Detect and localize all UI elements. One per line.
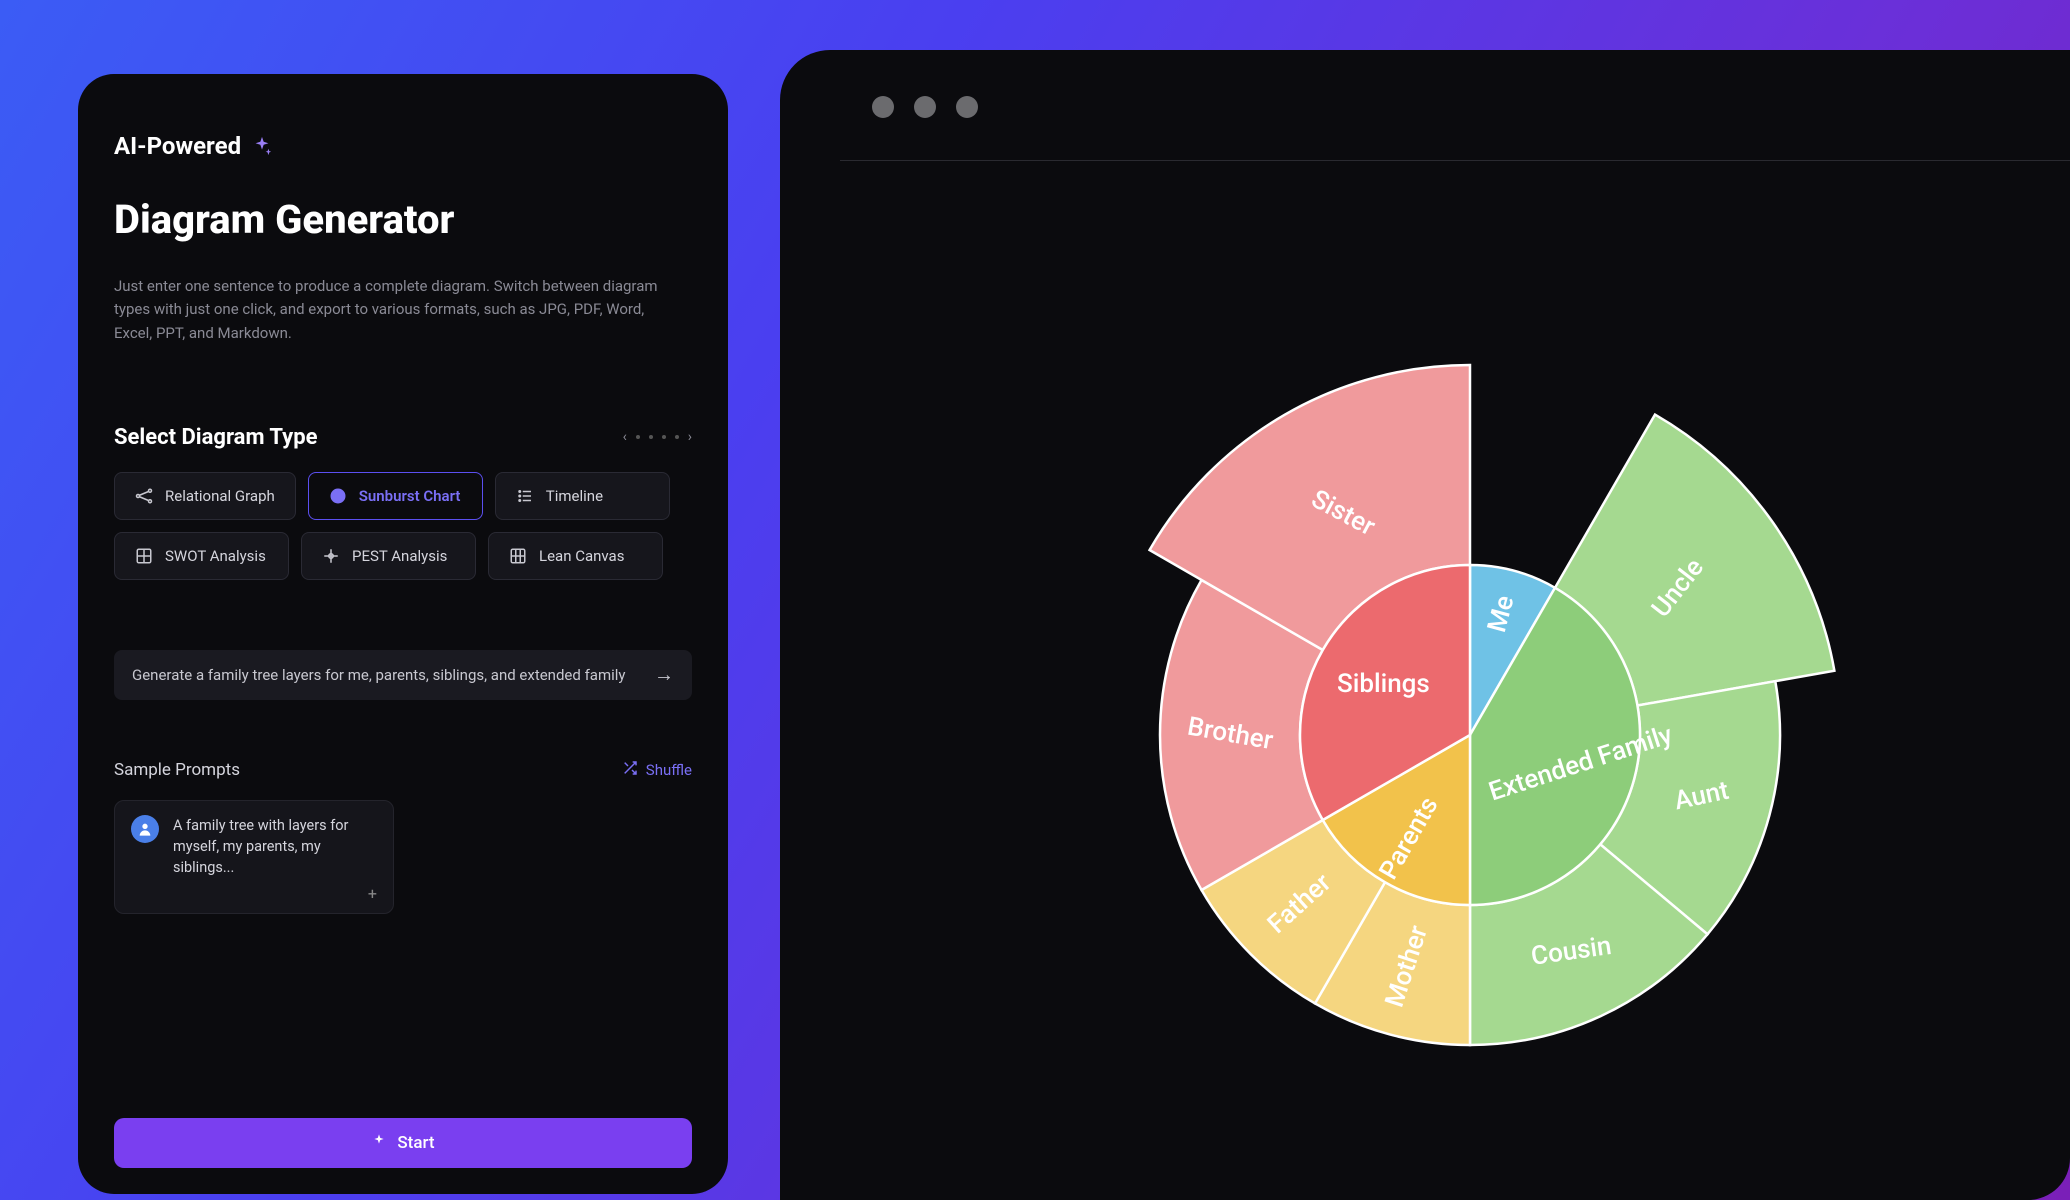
badge-text: AI-Powered xyxy=(114,132,241,160)
preview-panel: MeExtended FamilyParentsSiblingsUncleAun… xyxy=(780,50,2070,1200)
shuffle-label: Shuffle xyxy=(646,761,692,779)
sample-prompt-card[interactable]: A family tree with layers for myself, my… xyxy=(114,800,394,914)
start-button[interactable]: Start xyxy=(114,1118,692,1168)
pager-dots xyxy=(636,435,679,439)
sunburst-icon xyxy=(329,487,347,505)
sparkle-icon xyxy=(251,135,273,157)
chip-label: Sunburst Chart xyxy=(359,487,461,505)
product-badge: AI-Powered xyxy=(114,132,692,160)
diagram-type-relational[interactable]: Relational Graph xyxy=(114,472,296,520)
pager-prev-icon[interactable]: ‹ xyxy=(623,429,627,445)
timeline-icon xyxy=(516,487,534,505)
samples-header: Sample Prompts Shuffle xyxy=(114,760,692,780)
sunburst-chart: MeExtended FamilyParentsSiblingsUncleAun… xyxy=(1120,225,1820,925)
pager-dot[interactable] xyxy=(662,435,666,439)
diagram-type-timeline[interactable]: Timeline xyxy=(495,472,670,520)
chip-label: Timeline xyxy=(546,487,603,505)
pager-dot[interactable] xyxy=(649,435,653,439)
window-controls xyxy=(872,96,978,118)
window-dot-icon[interactable] xyxy=(872,96,894,118)
diagram-type-header: Select Diagram Type ‹ › xyxy=(114,425,692,450)
pager-dot[interactable] xyxy=(636,435,640,439)
add-sample-icon[interactable]: + xyxy=(131,884,377,903)
chip-label: SWOT Analysis xyxy=(165,547,266,565)
window-dot-icon[interactable] xyxy=(956,96,978,118)
diagram-type-swot[interactable]: SWOT Analysis xyxy=(114,532,289,580)
section-title: Select Diagram Type xyxy=(114,425,318,450)
window-dot-icon[interactable] xyxy=(914,96,936,118)
shuffle-button[interactable]: Shuffle xyxy=(622,760,692,780)
sparkle-icon xyxy=(371,1133,387,1154)
submit-arrow-icon[interactable]: → xyxy=(654,662,674,687)
avatar-icon xyxy=(131,815,159,843)
chip-label: Relational Graph xyxy=(165,487,275,505)
relational-icon xyxy=(135,487,153,505)
swot-icon xyxy=(135,547,153,565)
chip-label: Lean Canvas xyxy=(539,547,624,565)
page-title: Diagram Generator xyxy=(114,196,692,243)
diagram-type-pest[interactable]: PEST Analysis xyxy=(301,532,476,580)
diagram-type-canvas[interactable]: Lean Canvas xyxy=(488,532,663,580)
prompt-input[interactable]: Generate a family tree layers for me, pa… xyxy=(114,650,692,700)
description-text: Just enter one sentence to produce a com… xyxy=(114,275,684,345)
pager-dot[interactable] xyxy=(675,435,679,439)
prompt-input-value: Generate a family tree layers for me, pa… xyxy=(132,666,625,684)
pest-icon xyxy=(322,547,340,565)
chip-label: PEST Analysis xyxy=(352,547,447,565)
diagram-type-sunburst[interactable]: Sunburst Chart xyxy=(308,472,483,520)
pager-next-icon[interactable]: › xyxy=(688,429,692,445)
type-pager: ‹ › xyxy=(623,429,692,445)
control-panel: AI-Powered Diagram Generator Just enter … xyxy=(78,74,728,1194)
slice-label: Siblings xyxy=(1337,669,1430,699)
samples-title: Sample Prompts xyxy=(114,760,240,780)
divider xyxy=(840,160,2070,161)
canvas-icon xyxy=(509,547,527,565)
diagram-type-grid: Relational Graph Sunburst Chart Timeline SW… xyxy=(114,472,692,580)
start-label: Start xyxy=(397,1133,434,1153)
sample-prompt-text: A family tree with layers for myself, my… xyxy=(173,815,377,878)
shuffle-icon xyxy=(622,760,638,780)
